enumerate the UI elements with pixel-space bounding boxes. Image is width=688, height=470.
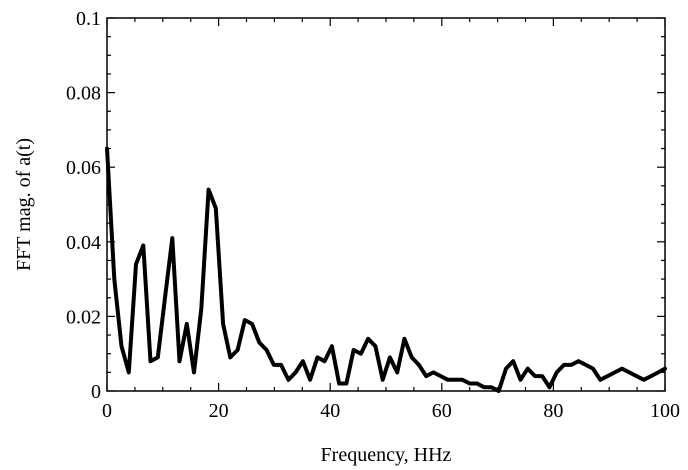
y-tick-label: 0.06 <box>66 157 101 179</box>
y-tick-label: 0.08 <box>66 83 101 105</box>
series-layer <box>105 146 667 393</box>
ticks-layer <box>106 17 666 392</box>
fft-magnitude-line <box>105 146 667 393</box>
x-axis-title: Frequency, HHz <box>321 444 452 466</box>
x-tick-label: 0 <box>102 400 112 422</box>
y-tick-label: 0 <box>91 381 101 403</box>
plot-frame <box>106 17 666 392</box>
tick-labels-layer: 0 20 40 60 80 100 0 0.02 0.04 0.06 0.08 0.1 <box>66 8 680 422</box>
y-tick-label: 0.02 <box>66 306 101 328</box>
y-tick-label: 0.04 <box>66 232 101 254</box>
x-tick-label: 60 <box>432 400 452 422</box>
x-tick-label: 40 <box>320 400 340 422</box>
x-tick-label: 80 <box>543 400 563 422</box>
y-tick-label: 0.1 <box>76 8 101 30</box>
x-tick-label: 20 <box>209 400 229 422</box>
y-axis-title: FFT mag. of a(t) <box>13 138 35 271</box>
x-tick-label: 100 <box>650 400 680 422</box>
